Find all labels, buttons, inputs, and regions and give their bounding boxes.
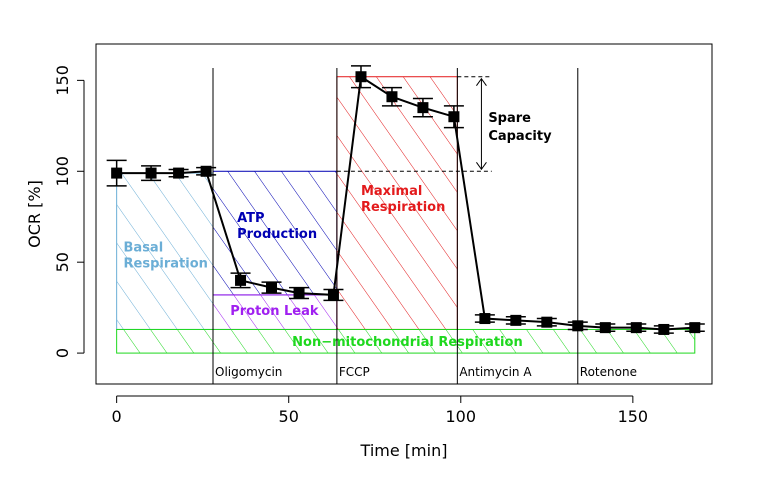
data-point [145, 167, 157, 179]
region-label: ATP [237, 211, 264, 226]
arrowhead-down [476, 161, 487, 171]
spare-capacity-label: Spare [488, 111, 531, 126]
data-point [572, 320, 584, 332]
data-point [689, 322, 701, 334]
plot-frame [95, 43, 713, 385]
data-point [658, 323, 670, 335]
region-label: Maximal [361, 184, 422, 199]
region-0 [116, 172, 214, 330]
data-point [293, 287, 305, 299]
region-label: Production [237, 227, 317, 242]
y-tick-label: 0 [53, 348, 72, 358]
injection-label: FCCP [339, 365, 370, 379]
injection-lines [212, 68, 579, 384]
series [106, 65, 705, 335]
injection-label: Rotenone [580, 365, 637, 379]
data-point [266, 282, 278, 294]
data-point [327, 289, 339, 301]
injection-label: Oligomycin [215, 365, 282, 379]
data-point [630, 322, 642, 334]
spare-capacity-annotation: Spare Capacity [336, 76, 552, 172]
x-tick-label: 100 [446, 407, 477, 426]
region-1 [212, 170, 338, 296]
axes: 0 50 100 150 0 50 100 150 [53, 65, 648, 426]
data-point [448, 111, 460, 123]
data-point [541, 316, 553, 328]
data-point [599, 322, 611, 334]
y-tick-label: 150 [53, 65, 72, 96]
spare-capacity-label: Capacity [488, 129, 552, 144]
x-axis-label: Time [min] [360, 441, 448, 460]
region-2 [212, 294, 338, 330]
data-point [111, 167, 123, 179]
data-point [510, 314, 522, 326]
y-axis-label: OCR [%] [25, 180, 44, 248]
arrowhead-up [476, 77, 487, 87]
region-label: Non−mitochondrial Respiration [292, 335, 523, 350]
injection-label: Antimycin A [459, 365, 532, 379]
data-point [200, 165, 212, 177]
y-tick-label: 100 [53, 156, 72, 187]
x-tick-label: 0 [112, 407, 122, 426]
region-label: Basal [124, 240, 164, 255]
data-point [355, 71, 367, 83]
data-point [386, 91, 398, 103]
x-tick-label: 50 [279, 407, 299, 426]
region-3 [336, 76, 458, 330]
data-point [417, 102, 429, 114]
data-point [479, 313, 491, 325]
data-point [173, 167, 185, 179]
y-tick-label: 50 [53, 252, 72, 272]
region-4 [116, 328, 696, 354]
region-label: Respiration [361, 200, 445, 215]
region-label: Respiration [124, 256, 208, 271]
injection-labels: Oligomycin FCCP Antimycin A Rotenone [215, 365, 637, 379]
region-label: Proton Leak [230, 304, 319, 319]
data-point [235, 274, 247, 286]
x-tick-label: 150 [618, 407, 649, 426]
